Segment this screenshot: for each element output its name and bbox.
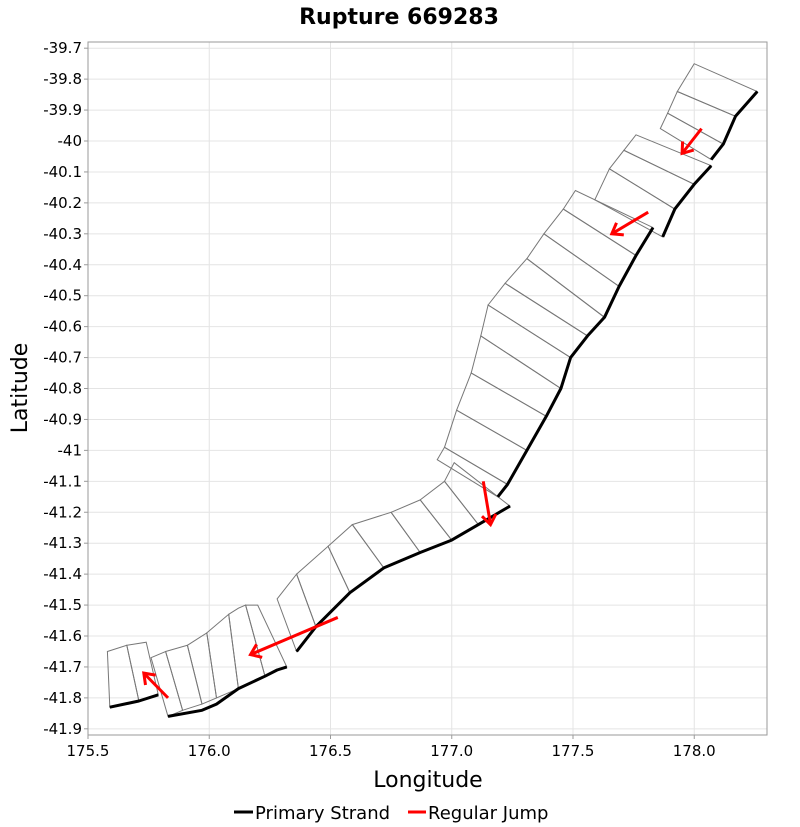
regular-jump-jump-5 <box>680 127 703 156</box>
y-tick-label: -41.2 <box>43 503 82 521</box>
regular-jump-shaft <box>249 616 339 656</box>
y-tick-label: -40.9 <box>43 410 82 428</box>
x-axis-label: Longitude <box>373 768 482 793</box>
regular-jump-shaft <box>680 127 703 155</box>
primary-strand-strand-4 <box>496 226 655 498</box>
regular-jumps <box>142 127 703 699</box>
x-tick-label: 178.0 <box>673 742 716 760</box>
y-tick-label: -41.8 <box>43 689 82 707</box>
y-tick-label: -40.3 <box>43 225 82 243</box>
y-tick-label: -40.5 <box>43 287 82 305</box>
y-tick-label: -40.4 <box>43 256 82 274</box>
regular-jump-shaft <box>481 481 493 525</box>
regular-jump-shaft <box>611 210 649 236</box>
y-tick-label: -39.9 <box>43 101 82 119</box>
grid-lines <box>87 42 767 735</box>
y-tick-label: -40.8 <box>43 380 82 398</box>
y-axis-label: Latitude <box>8 343 33 434</box>
y-tick-label: -39.8 <box>43 70 82 88</box>
x-tick-label: 176.0 <box>188 742 231 760</box>
y-tick-label: -40.7 <box>43 349 82 367</box>
x-tick-label: 175.5 <box>67 742 110 760</box>
primary-strand-strand-5 <box>661 164 713 238</box>
regular-jump-jump-3 <box>480 481 498 528</box>
y-tick-label: -41.4 <box>43 565 82 583</box>
regular-jump-arrowhead <box>680 141 695 156</box>
x-tick-label: 177.5 <box>552 742 595 760</box>
y-tick-label: -41 <box>58 441 83 459</box>
regular-jump-jump-4 <box>609 210 649 237</box>
regular-jump-arrowhead <box>480 513 498 528</box>
regular-jump-jump-1 <box>142 671 170 699</box>
legend-label-primary-strand: Primary Strand <box>255 803 390 824</box>
primary-strand-strand-3 <box>295 504 511 653</box>
y-tick-label: -40 <box>58 132 83 150</box>
regular-jump-jump-2 <box>248 616 339 659</box>
regular-jump-arrowhead <box>609 222 624 237</box>
regular-jump-arrowhead <box>248 643 263 659</box>
x-tick-label: 176.5 <box>309 742 352 760</box>
x-axis-ticks: 175.5 176.0 176.5 177.0 177.5 178.0 <box>67 735 716 760</box>
y-tick-label: -41.3 <box>43 534 82 552</box>
y-tick-label: -41.7 <box>43 658 82 676</box>
x-tick-label: 177.0 <box>430 742 473 760</box>
y-tick-label: -41.6 <box>43 627 82 645</box>
primary-strand-strand-6 <box>710 90 759 161</box>
legend-label-regular-jump: Regular Jump <box>428 803 548 824</box>
primary-strands <box>109 90 759 718</box>
y-tick-label: -40.2 <box>43 194 82 212</box>
y-tick-label: -40.1 <box>43 163 82 181</box>
y-tick-label: -41.5 <box>43 596 82 614</box>
primary-strand-strand-2 <box>167 665 288 718</box>
y-tick-label: -39.7 <box>43 39 82 57</box>
chart-title: Rupture 669283 <box>299 5 499 30</box>
regular-jump-shaft <box>142 672 170 699</box>
legend: Primary Strand Regular Jump <box>234 803 548 824</box>
y-tick-label: -41.1 <box>43 472 82 490</box>
regular-jump-arrowhead <box>142 671 156 686</box>
y-tick-label: -40.6 <box>43 318 82 336</box>
y-tick-label: -41.9 <box>43 720 82 738</box>
y-axis-ticks: -39.7 -39.8 -39.9 -40 -40.1 -40.2 -40.3 -40.4 -4… <box>43 39 88 738</box>
primary-strand-strand-1 <box>109 693 159 709</box>
